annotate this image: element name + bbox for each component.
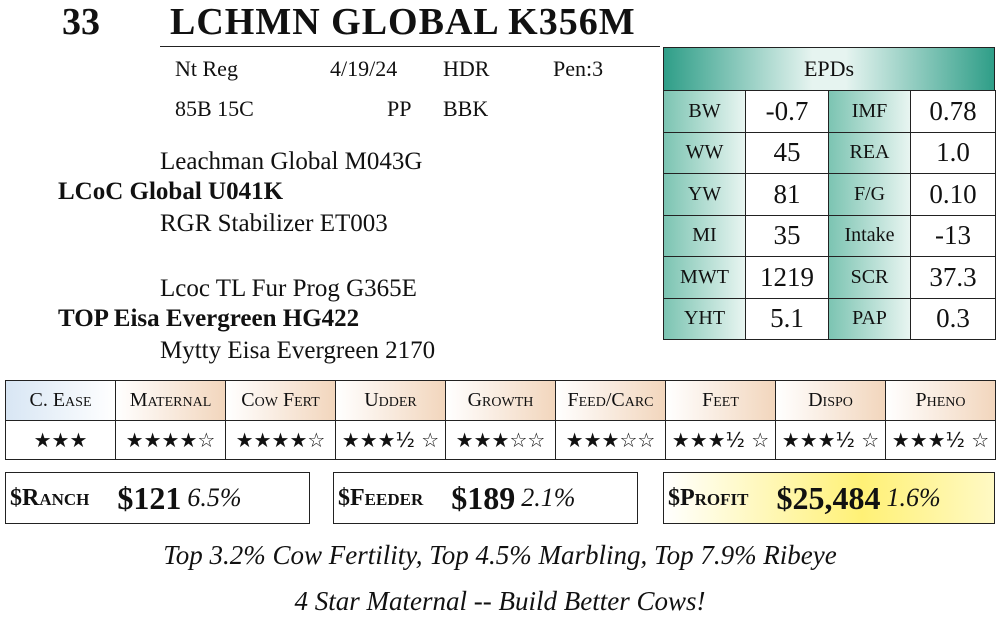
rating-stars: ★★★½ ☆ [665,420,776,460]
animal-name: LCHMN GLOBAL K356M [170,1,636,43]
index-label: $Feeder [338,484,424,511]
index-label: $Ranch [10,484,90,511]
rating-header: Feet [665,380,776,421]
epd-trait: WW [663,131,746,174]
index-label: $Profit [668,484,749,511]
rating-stars: ★★★☆☆ [555,420,666,460]
index-percent: 2.1% [521,483,576,512]
rating-stars: ★★★½ ☆ [335,420,446,460]
epd-trait: IMF [828,90,911,133]
rating-header: Cow Fert [225,380,336,421]
index-box: $Feeder $189 2.1% [333,472,638,524]
epd-trait: MI [663,214,746,257]
pedigree-name: Lcoc TL Fur Prog G365E [160,275,417,302]
note: Top 3.2% Cow Fertility, Top 4.5% Marblin… [163,540,837,570]
rating-header: Dispo [775,380,886,421]
lot-number: 33 [62,1,100,43]
info-text: BBK [443,96,489,121]
index-percent: 1.6% [886,483,941,512]
rating-stars: ★★★ [5,420,116,460]
index-percent: 6.5% [187,483,242,512]
epd-value: -13 [910,214,996,257]
epd-value: 35 [745,214,829,257]
rating-header: C. Ease [5,380,116,421]
rating-header: Udder [335,380,446,421]
rating-header: Pheno [885,380,996,421]
epd-trait: SCR [828,256,911,299]
rating-header: Feed/Carc [555,380,666,421]
epd-value: 1.0 [910,131,996,174]
pedigree-name: RGR Stabilizer ET003 [160,210,388,237]
epd-trait: BW [663,90,746,133]
epd-value: 0.10 [910,173,996,216]
rule [160,46,660,47]
epd-value: 81 [745,173,829,216]
pedigree-name: TOP Eisa Evergreen HG422 [58,305,360,332]
epd-trait: REA [828,131,911,174]
info-text: 85B 15C [175,96,254,121]
info-text: PP [387,96,412,121]
rating-header: Maternal [115,380,226,421]
epd-value: 0.3 [910,297,996,340]
epd-header: EPDs [663,47,995,91]
epd-value: 5.1 [745,297,829,340]
rating-stars: ★★★½ ☆ [775,420,886,460]
epd-trait: YW [663,173,746,216]
epd-value: 0.78 [910,90,996,133]
pedigree-name: Mytty Eisa Evergreen 2170 [160,337,436,364]
rating-stars: ★★★☆☆ [445,420,556,460]
info-text: HDR [443,56,490,81]
epd-trait: Intake [828,214,911,257]
epd-trait: F/G [828,173,911,216]
epd-value: 1219 [745,256,829,299]
info-text: Nt Reg [175,56,238,81]
index-value: $189 [451,479,516,516]
epd-trait: YHT [663,297,746,340]
epd-value: 37.3 [910,256,996,299]
index-value: $25,484 [776,479,881,516]
rating-stars: ★★★★☆ [225,420,336,460]
info-text: 4/19/24 [330,56,398,81]
epd-value: -0.7 [745,90,829,133]
epd-value: 45 [745,131,829,174]
info-text: Pen:3 [553,56,604,81]
epd-trait: PAP [828,297,911,340]
index-box: $Ranch $121 6.5% [5,472,310,524]
rating-stars: ★★★★☆ [115,420,226,460]
epd-trait: MWT [663,256,746,299]
pedigree-name: Leachman Global M043G [160,148,423,175]
note: 4 Star Maternal -- Build Better Cows! [294,586,706,616]
pedigree-name: LCoC Global U041K [58,178,284,205]
index-value: $121 [117,479,182,516]
index-box: $Profit $25,484 1.6% [663,472,995,524]
rating-stars: ★★★½ ☆ [885,420,996,460]
rating-header: Growth [445,380,556,421]
